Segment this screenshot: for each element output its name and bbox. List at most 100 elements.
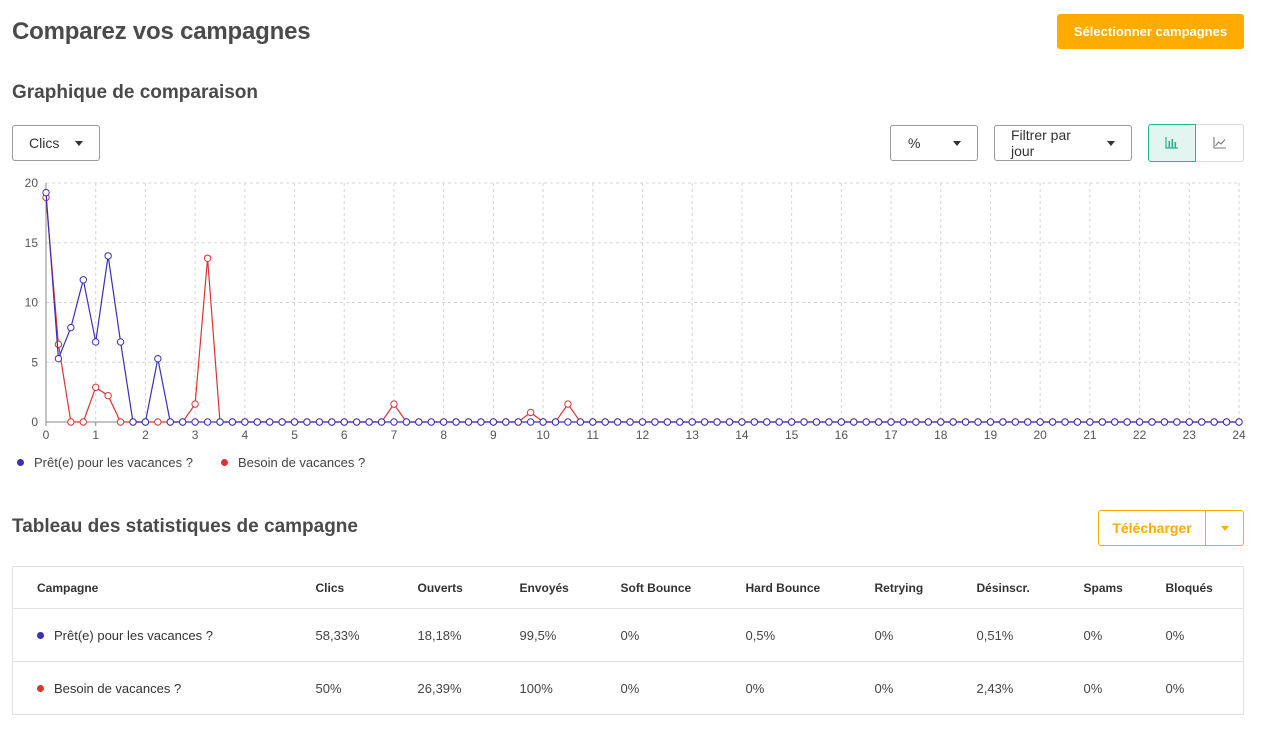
y-tick-label: 10 — [25, 296, 39, 310]
data-point — [1185, 418, 1193, 426]
data-point — [850, 418, 858, 426]
campaign-name: Prêt(e) pour les vacances ? — [54, 627, 213, 643]
campaign-stats-table: Campagne Clics Ouverts Envoyés Soft Boun… — [12, 566, 1244, 715]
data-point — [427, 418, 435, 426]
data-point — [837, 418, 846, 426]
column-header[interactable]: Bloqués — [1165, 566, 1244, 609]
table-row[interactable]: Prêt(e) pour les vacances ? 58,33% 18,18… — [12, 608, 1244, 662]
data-point — [178, 418, 187, 426]
chart-axes: 0 1 2 3 4 5 6 7 8 9 10 11 12 13 14 15 16 17 18 19 20 21 22 23 24… — [25, 176, 1246, 442]
table-cell: 0% — [1083, 608, 1166, 662]
data-point — [439, 418, 448, 426]
y-tick-label: 0 — [31, 415, 38, 429]
table-cell: 0% — [1165, 680, 1185, 696]
data-point — [129, 418, 137, 426]
data-point — [79, 418, 87, 426]
column-header[interactable]: Désinscr. — [976, 566, 1084, 609]
data-point — [961, 418, 970, 426]
metric-select[interactable]: Clics — [12, 125, 100, 161]
column-header[interactable]: Campagne — [12, 566, 316, 609]
data-point — [713, 418, 721, 426]
x-tick-label: 11 — [587, 428, 600, 442]
x-tick-label: 21 — [1083, 428, 1097, 442]
data-point — [253, 418, 261, 426]
data-point — [104, 392, 112, 400]
data-point — [477, 418, 485, 426]
unit-select-value: % — [908, 135, 921, 151]
bar-view-toggle[interactable] — [1148, 124, 1196, 162]
column-header[interactable]: Ouverts — [417, 566, 520, 609]
data-point — [278, 418, 286, 426]
data-point — [116, 338, 125, 346]
line-view-toggle[interactable] — [1196, 124, 1244, 162]
unit-select[interactable]: % — [890, 125, 978, 161]
data-point — [203, 254, 212, 262]
y-tick-label: 20 — [25, 176, 39, 190]
table-cell: 0% — [1083, 680, 1103, 696]
day-filter-select[interactable]: Filtrer par jour — [994, 125, 1132, 161]
data-point — [166, 418, 174, 426]
x-tick-label: 2 — [142, 428, 149, 442]
data-point — [812, 418, 821, 426]
data-point — [216, 418, 224, 426]
data-point — [526, 418, 535, 426]
data-point — [539, 418, 547, 426]
data-point — [315, 418, 324, 426]
data-point — [352, 418, 361, 426]
data-point — [1123, 418, 1131, 426]
column-header[interactable]: Clics — [315, 566, 418, 609]
chevron-down-icon — [1107, 140, 1115, 146]
column-header[interactable]: Envoyés — [519, 566, 621, 609]
data-point — [191, 418, 199, 426]
data-point — [874, 418, 883, 426]
table-cell: 0,5% — [745, 608, 875, 662]
data-point — [862, 418, 870, 426]
x-tick-label: 13 — [686, 428, 700, 442]
data-point — [228, 418, 237, 426]
x-tick-label: 5 — [291, 428, 298, 442]
download-options-button[interactable] — [1206, 511, 1243, 545]
data-point — [1024, 418, 1032, 426]
download-button[interactable]: Télécharger — [1099, 511, 1206, 545]
data-point — [526, 408, 535, 417]
data-point — [377, 418, 386, 426]
legend-item-series-2[interactable]: Besoin de vacances ? — [221, 455, 365, 470]
data-point — [514, 418, 522, 426]
column-header[interactable]: Spams — [1083, 566, 1166, 609]
data-point — [564, 418, 572, 426]
table-cell: 0% — [874, 608, 977, 662]
legend-label: Prêt(e) pour les vacances ? — [34, 455, 193, 470]
data-point — [1086, 418, 1094, 426]
y-tick-label: 5 — [31, 355, 38, 369]
data-point — [974, 418, 982, 426]
data-point — [390, 418, 398, 426]
data-point — [1073, 418, 1082, 426]
select-campaigns-button[interactable]: Sélectionner campagnes — [1057, 14, 1244, 49]
data-point — [1061, 418, 1069, 426]
data-point — [651, 418, 659, 426]
table-cell: 0,51% — [976, 608, 1084, 662]
column-header[interactable]: Retrying — [874, 566, 977, 609]
table-cell: 0% — [1165, 608, 1244, 662]
data-point — [42, 188, 50, 197]
data-point — [899, 418, 908, 426]
table-cell: 18,18% — [417, 608, 520, 662]
table-row[interactable]: Besoin de vacances ? 50% 26,39% 100% 0% … — [13, 662, 1244, 715]
data-point — [390, 400, 398, 408]
x-tick-label: 8 — [440, 428, 447, 442]
day-filter-select-value: Filtrer par jour — [1011, 127, 1071, 159]
page-title: Comparez vos campagnes — [12, 18, 311, 45]
data-point — [92, 338, 100, 346]
x-tick-label: 0 — [43, 428, 50, 442]
data-point — [738, 418, 746, 426]
data-point — [303, 418, 311, 426]
data-point — [1198, 418, 1206, 426]
data-point — [415, 418, 423, 426]
column-header[interactable]: Hard Bounce — [745, 566, 875, 609]
column-header[interactable]: Soft Bounce — [620, 566, 746, 609]
legend-dot — [17, 459, 24, 466]
data-point — [924, 418, 933, 426]
legend-item-series-1[interactable]: Prêt(e) pour les vacances ? — [17, 455, 193, 470]
data-point — [763, 418, 771, 426]
data-point — [1098, 418, 1107, 426]
